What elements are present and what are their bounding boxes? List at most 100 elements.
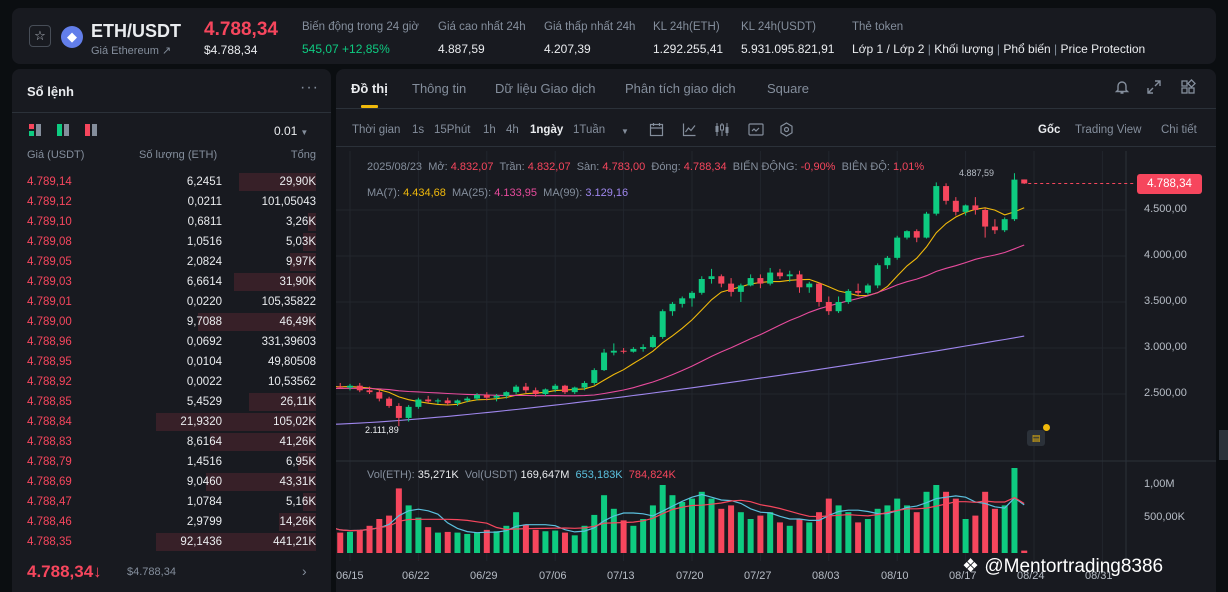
more-options-icon[interactable]: ··· [300,79,319,96]
volume-bar [923,491,930,553]
ask-total: 9,97K [285,256,316,268]
tab-trading-analysis[interactable]: Phân tích giao dịch [625,81,736,96]
ask-row[interactable]: 4.789,03 6,6614 31,90K [12,272,331,292]
current-price-usd: $4.788,34 [127,566,176,578]
volume-bar [708,498,715,553]
expand-icon[interactable] [1146,79,1162,99]
view-bids-icon[interactable] [57,124,69,136]
ask-row[interactable]: 4.788,47 1,0784 5,16K [12,492,331,512]
ma99-label: MA(99): [543,187,583,199]
tab-square[interactable]: Square [767,81,809,96]
candle-body [923,213,930,238]
tab-trading-data[interactable]: Dữ liệu Giao dịch [495,81,596,96]
interval-1s[interactable]: 1s [412,124,425,136]
volume-bar [601,495,608,553]
volume-bar [386,515,393,553]
grid-layout-icon[interactable] [1180,79,1196,99]
ma99-value: 3.129,16 [585,187,629,199]
hexagon-settings-icon[interactable] [779,122,794,140]
indicator-icon[interactable] [682,122,697,140]
chart-settings-icon[interactable] [748,122,764,140]
ask-row[interactable]: 4.788,84 21,9320 105,02K [12,412,331,432]
volume-bar [718,508,725,553]
ask-price: 4.788,84 [27,416,72,428]
ask-row[interactable]: 4.788,79 1,4516 6,95K [12,452,331,472]
candle-type-icon[interactable] [714,122,730,140]
ask-row[interactable]: 4.789,00 9,7088 46,49K [12,312,331,332]
ask-qty: 1,4516 [186,456,222,468]
tag-link[interactable]: Lớp 1 / Lớp 2 [852,42,925,56]
tag-link[interactable]: Phổ biến [1003,42,1051,56]
candle-body [395,405,402,418]
star-icon[interactable]: ☆ [29,25,51,47]
ask-row[interactable]: 4.788,83 8,6164 41,26K [12,432,331,452]
tab-chart[interactable]: Đồ thị [351,81,388,96]
volume-bar [659,485,666,553]
ask-row[interactable]: 4.788,96 0,0692 331,39603 [12,332,331,352]
candlestick-chart[interactable] [336,69,1216,592]
interval-more-caret-icon[interactable]: ▼ [621,127,629,136]
chevron-right-icon[interactable]: › [302,563,307,579]
candle-body [982,210,989,227]
view-original[interactable]: Gốc [1038,124,1061,136]
amplitude-value: 1,01% [892,161,925,173]
stat-value: 4.887,59 [438,42,485,56]
ask-row[interactable]: 4.788,35 92,1436 441,21K [12,532,331,552]
max-price-label: 4.887,59 [959,168,995,178]
volume-bar [366,525,373,553]
ask-price: 4.788,92 [27,376,72,388]
interval-4h[interactable]: 4h [506,124,519,136]
close-value: 4.788,34 [683,161,727,173]
ask-row[interactable]: 4.789,14 6,2451 29,90K [12,172,331,192]
view-asks-icon[interactable] [85,124,97,136]
view-tradingview[interactable]: Trading View [1075,124,1142,136]
ask-row[interactable]: 4.789,12 0,0211 101,05043 [12,192,331,212]
chart-tabs: Đồ thị Thông tin Dữ liệu Giao dịch Phân … [336,69,1216,109]
ask-row[interactable]: 4.788,95 0,0104 49,80508 [12,352,331,372]
interval-1h[interactable]: 1h [483,124,496,136]
view-both-icon[interactable] [29,124,41,136]
tag-link[interactable]: Khối lượng [934,42,994,56]
candle-body [669,303,676,312]
ask-price: 4.788,96 [27,336,72,348]
view-depth[interactable]: Chi tiết [1161,124,1197,136]
candle-body [943,186,950,201]
interval-1w[interactable]: 1Tuần [573,124,606,136]
caret-down-icon: ▼ [300,128,309,137]
candle-body [454,400,461,404]
ask-qty: 8,6164 [186,436,222,448]
ask-row[interactable]: 4.789,05 2,0824 9,97K [12,252,331,272]
interval-1d[interactable]: 1ngày [530,124,564,136]
x-tick: 08/17 [949,570,977,582]
ask-row[interactable]: 4.789,08 1,0516 5,03K [12,232,331,252]
candle-body [1001,219,1008,231]
pair-name[interactable]: ETH/USDT [91,21,181,41]
pair-subtitle-link[interactable]: Giá Ethereum ↗ [91,45,172,57]
interval-15m[interactable]: 15Phút [434,124,471,136]
tag-link[interactable]: Price Protection [1060,42,1146,56]
ask-qty: 0,0220 [186,296,222,308]
vol-eth-label: Vol(ETH): [367,469,415,481]
tab-info[interactable]: Thông tin [412,81,467,96]
x-tick: 08/10 [881,570,909,582]
ask-row[interactable]: 4.788,85 5,4529 26,11K [12,392,331,412]
ask-price: 4.788,79 [27,456,72,468]
vol-ma2-value: 784,824K [628,469,676,481]
price-step-select[interactable]: 0.01 ▼ [274,124,308,138]
ask-row[interactable]: 4.788,46 2,9799 14,26K [12,512,331,532]
ask-row[interactable]: 4.788,69 9,0460 43,31K [12,472,331,492]
candle-body [522,386,529,391]
col-header-total: Tổng [290,149,316,161]
ask-row[interactable]: 4.788,92 0,0022 10,53562 [12,372,331,392]
ask-price: 4.788,69 [27,476,72,488]
depth-bar [198,313,316,331]
ask-row[interactable]: 4.789,10 0,6811 3,26K [12,212,331,232]
scrollbar[interactable] [1219,430,1228,460]
ticker-header: ☆ ◆ ETH/USDT Giá Ethereum ↗ 4.788,34 $4.… [12,8,1216,64]
bell-icon[interactable] [1114,79,1130,99]
calendar-icon[interactable] [649,122,664,140]
ask-price: 4.788,85 [27,396,72,408]
alert-tool-icon[interactable]: ▤ [1027,430,1045,446]
volume-bar [640,519,647,553]
ask-row[interactable]: 4.789,01 0,0220 105,35822 [12,292,331,312]
